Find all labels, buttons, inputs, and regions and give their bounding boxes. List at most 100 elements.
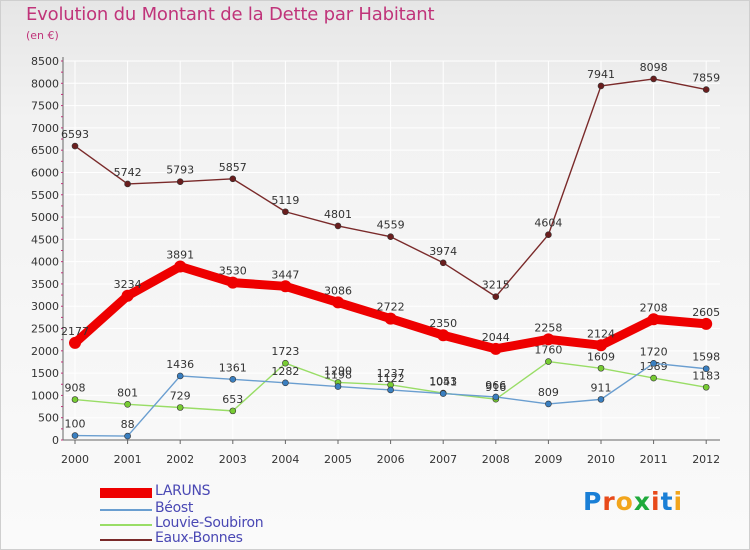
data-point-eaux-bonnes [334,222,342,230]
data-label-laruns: 2722 [377,301,405,314]
data-point-b-ost [71,432,79,439]
logo-letter: i [651,487,661,516]
data-point-b-ost [282,379,289,387]
data-point-louvie-soubiron [545,358,552,365]
data-label-b-ost: 1720 [640,345,668,358]
x-tick-label: 2001 [114,453,142,466]
data-label-b-ost: 911 [591,381,612,394]
data-point-laruns [647,313,660,326]
data-label-louvie-soubiron: 1237 [377,367,405,380]
data-point-eaux-bonnes [282,208,289,216]
y-tick-label: 7000 [31,122,59,135]
legend-swatch-eaux-bonnes [100,539,152,541]
data-point-louvie-soubiron [71,396,79,403]
data-point-laruns [700,317,713,330]
y-tick-label: 5000 [31,211,59,224]
data-label-louvie-soubiron: 1053 [429,375,457,388]
logo-letter: r [602,487,616,516]
y-tick-label: 2500 [31,323,59,336]
data-label-eaux-bonnes: 4559 [377,219,405,232]
data-label-eaux-bonnes: 3974 [429,245,457,258]
data-label-laruns: 2258 [534,321,562,334]
y-tick-label: 4500 [31,233,59,246]
data-label-louvie-soubiron: 801 [117,386,138,399]
data-label-laruns: 3234 [114,278,142,291]
data-point-eaux-bonnes [387,233,394,241]
legend-label-eaux-bonnes: Eaux-Bonnes [155,530,243,546]
x-tick-label: 2006 [377,453,405,466]
chart-subtitle: (en €) [26,29,59,42]
data-point-louvie-soubiron [124,400,131,408]
y-tick-label: 8500 [31,55,59,68]
y-tick-label: 1000 [31,389,59,402]
x-tick-label: 2000 [61,453,89,466]
data-label-laruns: 3530 [219,265,247,278]
y-tick-label: 2000 [31,345,59,358]
data-point-laruns [226,276,239,289]
data-label-b-ost: 1282 [271,365,299,378]
x-tick-label: 2011 [640,453,668,466]
data-point-eaux-bonnes [124,180,131,188]
y-tick-label: 7500 [31,100,59,113]
data-label-louvie-soubiron: 1290 [324,364,352,377]
data-point-b-ost [545,400,552,408]
data-label-b-ost: 100 [65,418,86,431]
data-point-eaux-bonnes [702,86,710,93]
logo-letter: o [615,487,634,516]
y-tick-label: 8000 [31,77,59,90]
data-point-laruns [489,342,502,355]
y-tick-label: 1500 [31,367,59,380]
y-tick-label: 4000 [31,256,59,269]
data-label-eaux-bonnes: 3215 [482,279,510,292]
data-point-eaux-bonnes [71,142,79,150]
x-tick-label: 2003 [219,453,247,466]
data-label-laruns: 2708 [640,301,668,314]
y-tick-label: 6000 [31,166,59,179]
legend-swatch-laruns [100,488,152,498]
legend-label-beost: Béost [155,500,194,516]
data-point-b-ost [650,360,657,367]
data-point-b-ost [597,396,605,403]
proxiti-logo: Proxiti [583,487,683,516]
data-label-louvie-soubiron: 1609 [587,350,615,363]
data-label-eaux-bonnes: 5857 [219,161,247,174]
data-label-louvie-soubiron: 916 [485,381,506,394]
data-label-eaux-bonnes: 7859 [692,72,720,85]
data-label-laruns: 2124 [587,327,615,340]
data-point-b-ost [229,376,237,383]
data-point-louvie-soubiron [282,359,289,367]
data-label-louvie-soubiron: 1760 [534,344,562,357]
data-label-b-ost: 1436 [166,358,194,371]
data-label-louvie-soubiron: 908 [65,382,86,395]
data-label-eaux-bonnes: 4801 [324,208,352,221]
data-point-laruns [279,280,292,293]
data-label-laruns: 2350 [429,317,457,330]
data-label-b-ost: 1041 [429,376,457,389]
x-tick-label: 2002 [166,453,194,466]
data-point-louvie-soubiron [229,407,237,415]
legend-label-laruns: LARUNS [155,483,211,499]
data-point-louvie-soubiron [176,404,184,411]
y-tick-label: 0 [52,434,59,447]
data-label-louvie-soubiron: 653 [222,393,243,406]
data-label-b-ost: 809 [538,386,559,399]
data-point-b-ost [492,393,500,401]
y-tick-label: 500 [38,412,59,425]
logo-letter: t [660,487,674,516]
data-label-eaux-bonnes: 5742 [114,166,142,179]
data-point-laruns [174,260,187,273]
data-label-b-ost: 1361 [219,361,247,374]
data-point-b-ost [387,386,394,394]
logo-letter: P [583,487,603,516]
x-tick-label: 2010 [587,453,615,466]
y-tick-label: 6500 [31,144,59,157]
y-tick-label: 5500 [31,189,59,202]
data-point-eaux-bonnes [650,75,657,83]
data-label-laruns: 2605 [692,306,720,319]
data-label-louvie-soubiron: 1723 [271,345,299,358]
x-tick-label: 2012 [692,453,720,466]
data-label-laruns: 2044 [482,331,510,344]
data-point-eaux-bonnes [229,175,237,183]
data-label-eaux-bonnes: 6593 [61,128,89,141]
